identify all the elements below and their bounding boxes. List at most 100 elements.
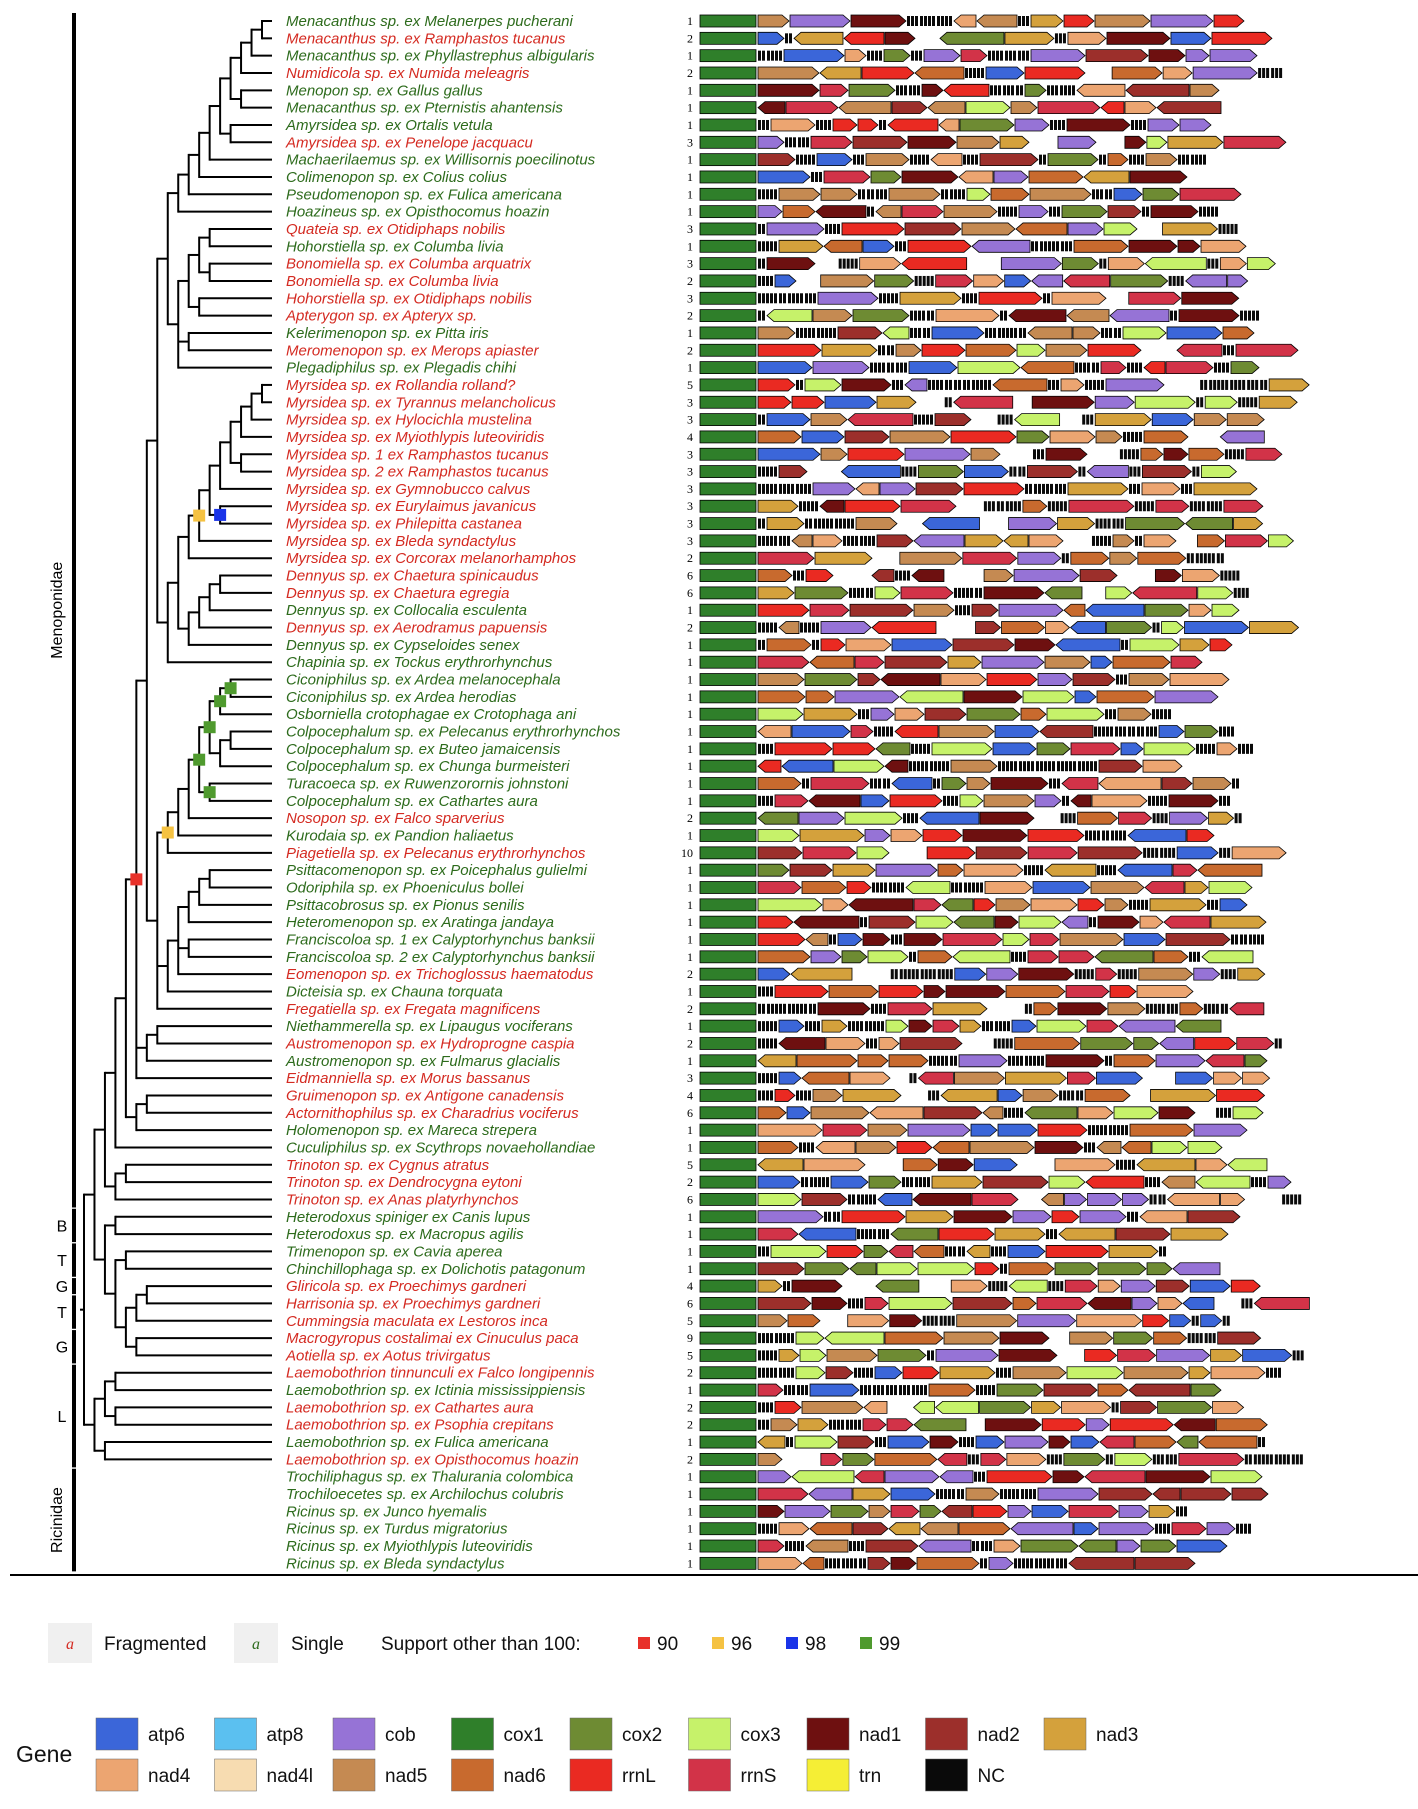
gene-block-trn: [887, 345, 890, 356]
gene-block-nad4: [993, 1539, 1021, 1553]
gene-block-cob: [808, 1487, 853, 1501]
gene-block-trn: [842, 1558, 845, 1569]
gene-block-trn: [928, 1090, 932, 1101]
gene-block-nad4: [1242, 1071, 1271, 1085]
gene-block-cob: [1094, 395, 1135, 409]
gene-block-trn: [923, 743, 926, 754]
gene-block-trn: [924, 16, 927, 26]
gene-block-rrnS: [757, 551, 815, 565]
gene-block-trn: [758, 189, 761, 200]
fragment-count: 3: [687, 413, 693, 427]
gene-block-cox2: [1190, 1383, 1222, 1397]
gene-block-atp6: [877, 1193, 913, 1206]
fragment-count: 9: [687, 1331, 693, 1345]
gene-block-trn: [981, 67, 984, 78]
gene-block-cox2: [1144, 603, 1189, 617]
gene-block-nad4: [1091, 794, 1148, 808]
gene-block-trn: [1013, 50, 1016, 61]
taxon-label: Gliricola sp. ex Proechimys gardneri: [286, 1278, 527, 1295]
gene-block-trn: [812, 154, 815, 165]
fragment-count: 3: [687, 257, 693, 271]
gene-block-trn: [762, 1402, 765, 1413]
gene-block-trn: [966, 587, 969, 598]
gene-block-trn: [861, 587, 864, 598]
gene-block-trn: [944, 1489, 947, 1500]
gene-block-trn: [1086, 969, 1090, 980]
gene-block-cox3: [1146, 135, 1168, 149]
gene-block-trn: [808, 483, 811, 494]
gene-block-trn: [1223, 726, 1226, 737]
gene-block-trn: [954, 379, 957, 390]
gene-block-nad5: [976, 14, 1018, 28]
gene-block-nad6: [928, 1383, 976, 1397]
gene-block-trn: [813, 293, 816, 304]
gene-block-trn: [848, 1298, 851, 1309]
gene-block-trn: [997, 414, 1001, 425]
gene-block-trn: [802, 137, 805, 148]
gene-block-nad5: [1192, 777, 1232, 790]
gene-block-nad3: [905, 1210, 954, 1224]
gene-block-trn: [962, 189, 965, 200]
gene-block-cox1: [699, 881, 757, 894]
gene-block-trn: [959, 1437, 962, 1448]
gene-block-atp6: [1175, 1071, 1214, 1085]
gene-block-nad4: [1169, 673, 1230, 686]
gene-block-trn: [1147, 847, 1151, 858]
gene-block-nad3: [821, 343, 878, 357]
gene-block-atp6: [874, 1366, 903, 1380]
gene-block-nad1: [1008, 309, 1067, 323]
gene-block-nad5: [1069, 1331, 1114, 1345]
gene-block-nad2: [1155, 1279, 1190, 1293]
gene-block-cox2: [1113, 1331, 1154, 1345]
gene-block-cox1: [699, 915, 757, 929]
gene-block-trn: [1263, 1177, 1266, 1188]
gene-block-trn: [1184, 1506, 1187, 1517]
gene-block-trn: [1232, 969, 1236, 980]
gene-block-trn: [947, 1315, 951, 1326]
gene-block-trn: [1109, 1454, 1113, 1465]
gene-block-trn: [1014, 761, 1017, 772]
gene-block-trn: [971, 1454, 975, 1465]
gene-block-trn: [971, 154, 974, 165]
gene-block-cox2: [830, 1504, 869, 1518]
taxon-label: Dennyus sp. ex Chaetura egregia: [286, 585, 509, 602]
gene-block-trn: [871, 189, 874, 200]
gene-block-trn: [762, 1333, 765, 1344]
gene-block-trn: [887, 293, 890, 304]
gene-block-nad4: [935, 309, 1000, 323]
gene-block-trn: [966, 293, 969, 304]
gene-block-trn: [758, 1402, 761, 1413]
gene-block-trn: [1089, 917, 1092, 928]
gene-swatch-nad1: [806, 1717, 850, 1751]
taxon-label: Osborniella crotophagae ex Crotophaga an…: [286, 706, 577, 723]
gene-block-trn: [996, 501, 1000, 512]
gene-block-trn: [766, 535, 769, 546]
gene-block-trn: [1248, 1454, 1252, 1465]
gene-block-trn: [1009, 1038, 1013, 1049]
gene-block-trn: [899, 241, 902, 252]
gene-block-rrnS: [917, 1071, 954, 1085]
gene-block-trn: [1217, 379, 1221, 390]
gene-block-cox3: [1016, 343, 1046, 357]
gene-block-nad1: [1087, 1297, 1132, 1310]
gene-block-nad6: [757, 430, 802, 444]
gene-block-nad2: [849, 603, 914, 617]
gene-block-trn: [1232, 778, 1235, 789]
gene-block-nad2: [857, 673, 881, 686]
gene-block-trn: [801, 1177, 804, 1188]
gene-block-cox1: [699, 1487, 757, 1501]
gene-block-nad6: [1063, 603, 1086, 617]
gene-block-trn: [974, 1471, 977, 1482]
gene-block-trn: [804, 1090, 807, 1101]
gene-block-trn: [918, 275, 922, 286]
gene-block-trn: [1050, 119, 1053, 130]
gene-block-trn: [789, 33, 792, 44]
gene-block-trn: [878, 726, 881, 737]
gene-block-trn: [770, 1073, 773, 1084]
gene-block-nad4: [953, 14, 977, 28]
taxon-label: Myrsidea sp. ex Hylocichla mustelina: [286, 412, 532, 429]
gene-block-trn: [812, 327, 815, 338]
fragment-count: 3: [687, 395, 693, 409]
gene-block-trn: [1105, 189, 1108, 200]
gene-block-trn: [1125, 1125, 1128, 1136]
